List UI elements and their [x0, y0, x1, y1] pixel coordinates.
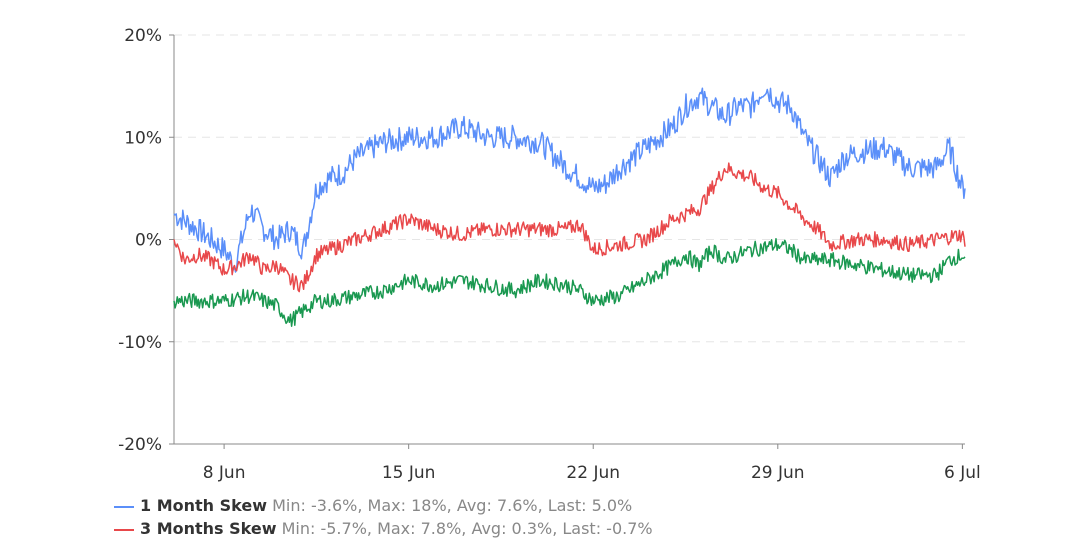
- legend-swatch-3-months: [114, 528, 134, 531]
- x-axis-labels: 8 Jun 15 Jun 22 Jun 29 Jun 6 Jul: [203, 463, 981, 483]
- legend-stats: Min: -5.7%, Max: 7.8%, Avg: 0.3%, Last: …: [281, 519, 653, 538]
- axes: [169, 34, 965, 449]
- series-lines: [173, 87, 966, 327]
- y-tick-label: 20%: [124, 26, 162, 46]
- legend-item-3-months-skew[interactable]: 3 Months Skew Min: -5.7%, Max: 7.8%, Avg…: [114, 519, 653, 538]
- x-tick-label: 22 Jun: [566, 463, 620, 483]
- y-tick-label: 0%: [135, 231, 162, 251]
- gridlines: [174, 34, 965, 343]
- legend-name: 3 Months Skew: [140, 519, 277, 538]
- x-tick-label: 6 Jul: [944, 463, 981, 483]
- series-line-1-month-skew: [173, 87, 966, 273]
- x-tick-label: 8 Jun: [203, 463, 246, 483]
- legend-swatch-1-month: [114, 505, 134, 508]
- legend-name: 1 Month Skew: [140, 496, 267, 515]
- y-tick-label: 10%: [124, 128, 162, 148]
- x-tick-label: 15 Jun: [382, 463, 436, 483]
- series-line-2: [173, 237, 966, 327]
- legend-stats: Min: -3.6%, Max: 18%, Avg: 7.6%, Last: 5…: [272, 496, 633, 515]
- y-axis-labels: 20% 10% 0% -10% -20%: [118, 26, 162, 455]
- chart-svg: 20% 10% 0% -10% -20% 8 Jun 15 Jun 22 Jun 29 Jun…: [118, 26, 981, 483]
- legend-item-1-month-skew[interactable]: 1 Month Skew Min: -3.6%, Max: 18%, Avg: …: [114, 496, 632, 515]
- series-line-3-months-skew: [173, 162, 966, 293]
- y-tick-label: -20%: [118, 435, 162, 455]
- y-tick-label: -10%: [118, 333, 162, 353]
- x-tick-label: 29 Jun: [751, 463, 805, 483]
